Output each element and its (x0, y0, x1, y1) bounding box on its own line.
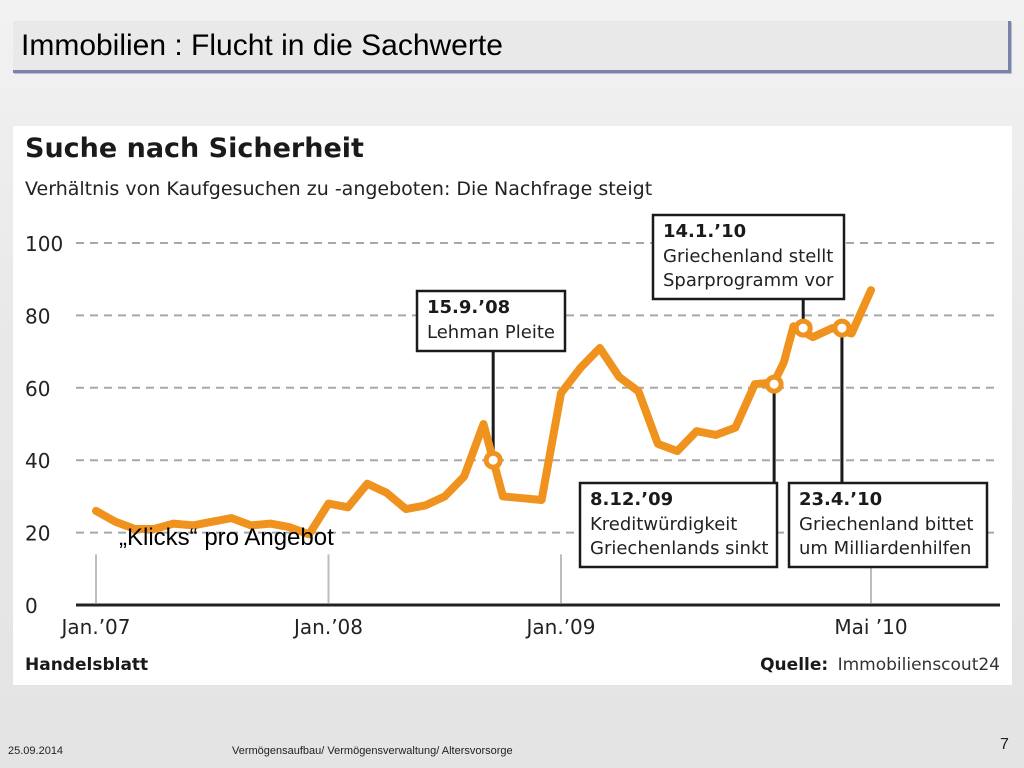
series-point-15 (385, 491, 389, 495)
series-point-25 (559, 391, 563, 395)
x-tick-label-1: Jan.’08 (292, 615, 363, 639)
series-point-11 (307, 532, 311, 536)
chart-background (13, 126, 1012, 685)
series-point-39 (811, 335, 815, 339)
series-point-34 (733, 426, 737, 430)
event-callout-box-2 (651, 213, 846, 301)
series-point-4 (172, 522, 175, 526)
series-point-19 (462, 474, 466, 478)
series-point-6 (210, 520, 214, 524)
series-point-14 (365, 482, 369, 486)
series-point-3 (152, 527, 156, 531)
y-tick-label-40: 40 (25, 449, 50, 473)
series-point-7 (230, 516, 234, 520)
series-point-5 (191, 523, 195, 527)
x-tick-label-2: Jan.’09 (525, 615, 596, 639)
event-callout-box-3 (787, 481, 989, 569)
source-brand: Handelsblatt (25, 655, 148, 675)
event-callout-date-1: 8.12.’09 (590, 489, 673, 510)
chart-panel: Suche nach Sicherheit Verhältnis von Kau… (13, 126, 1012, 685)
event-callout-box-1 (578, 481, 779, 569)
source-label: Quelle: (760, 655, 828, 675)
event-markers (483, 318, 852, 470)
y-tick-label-0: 0 (25, 594, 38, 618)
series-point-1 (113, 520, 117, 524)
footer-date: 25.09.2014 (8, 745, 64, 757)
series-point-35 (753, 382, 757, 386)
series-point-2 (133, 527, 137, 531)
series-point-37 (782, 360, 786, 364)
event-callout-text-0-0: Lehman Pleite (427, 322, 555, 343)
slide-title-bar: Immobilien : Flucht in die Sachwerte (13, 21, 1011, 73)
y-tick-label-20: 20 (25, 522, 50, 546)
series-point-29 (637, 389, 640, 393)
chart-subtitle: Verhältnis von Kaufgesuchen zu -angebote… (25, 178, 652, 200)
event-callout-text-1-0: Kreditwürdigkeit (590, 514, 737, 535)
slide-title: Immobilien : Flucht in die Sachwerte (21, 29, 503, 62)
page-number: 7 (1000, 736, 1009, 753)
event-callout-text-3-1: um Milliardenhilfen (799, 538, 971, 559)
event-callout-date-0: 15.9.’08 (427, 297, 510, 318)
axes: 0 20 40 60 80 100 Jan.’07 Jan.’08 Jan.’09 Mai ’10 (25, 232, 1000, 639)
series-point-20 (482, 422, 485, 426)
series-point-27 (598, 346, 602, 350)
event-callout-text-3-0: Griechenland bittet (799, 514, 973, 535)
series-point-17 (423, 503, 427, 507)
event-callout-box-0 (415, 289, 567, 353)
series-point-0 (94, 509, 98, 513)
line-chart: Suche nach Sicherheit Verhältnis von Kau… (13, 126, 1012, 685)
event-marker-0 (483, 450, 503, 470)
series-point-42 (869, 288, 873, 292)
y-axis-annotation: „Klicks“ pro Angebot (119, 524, 334, 551)
event-marker-1 (764, 374, 784, 394)
event-callout-text-2-1: Sparprogramm vor (663, 270, 834, 291)
source-credit: Quelle: Immobilienscout24 (760, 655, 1000, 675)
chart-title: Suche nach Sicherheit (25, 133, 364, 164)
series-point-12 (327, 502, 330, 506)
series-point-33 (714, 433, 718, 437)
series-point-24 (540, 498, 544, 502)
series-point-31 (675, 449, 679, 453)
y-tick-label-100: 100 (25, 232, 63, 256)
series-point-18 (443, 494, 447, 498)
footer-text: Vermögensaufbau/ Vermögensverwaltung/ Al… (232, 745, 513, 757)
series-point-8 (249, 523, 253, 527)
series-point-13 (346, 505, 350, 509)
series-point-32 (695, 429, 699, 433)
event-marker-2 (793, 318, 813, 338)
y-tick-label-80: 80 (25, 304, 50, 328)
x-tick-label-0: Jan.’07 (60, 615, 131, 639)
series-point-22 (501, 494, 505, 498)
event-callout-date-3: 23.4.’10 (799, 489, 882, 510)
series-point-9 (268, 522, 272, 526)
event-callout-text-2-0: Griechenland stellt (663, 246, 833, 267)
event-marker-3 (832, 318, 852, 338)
event-callouts: 15.9.’08 Lehman Pleite 8.12.’09 Kreditwürdi… (415, 213, 989, 569)
source-value: Immobilienscout24 (838, 655, 1000, 675)
series-point-41 (850, 332, 854, 335)
event-callout-date-2: 14.1.’10 (663, 221, 746, 242)
series-point-28 (617, 375, 621, 379)
series-point-10 (288, 525, 292, 529)
series-point-16 (404, 507, 408, 511)
series-point-26 (578, 366, 582, 370)
series-point-23 (520, 496, 524, 500)
series-point-30 (656, 442, 660, 446)
x-tick-label-3: Mai ’10 (834, 615, 907, 639)
y-tick-label-60: 60 (25, 377, 50, 401)
event-callout-text-1-1: Griechenlands sinkt (590, 538, 768, 559)
